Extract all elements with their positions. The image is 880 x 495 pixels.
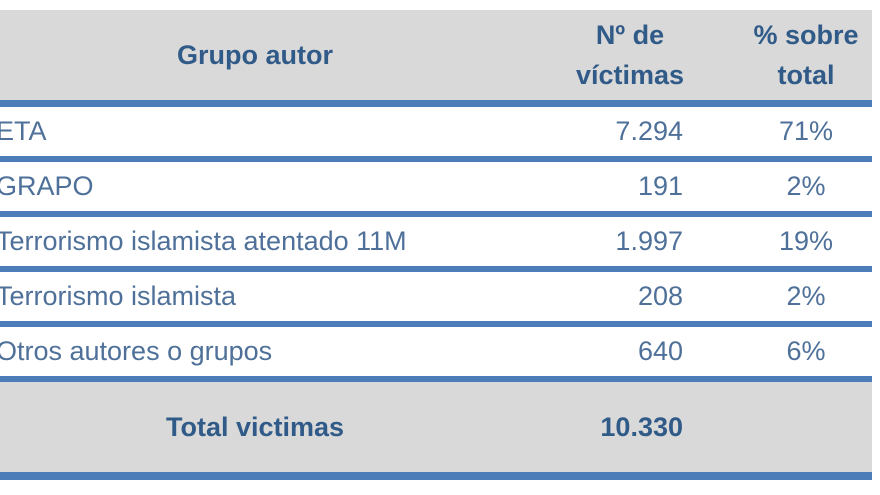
col-header-pct-line1: % sobre [753,20,859,50]
victims-cell: 7.294 [560,103,700,162]
total-pct-value [700,379,872,480]
total-label: Total victimas [0,379,560,480]
table-total-row: Total victimas 10.330 [0,379,872,480]
table-row: Otros autores o grupos 640 6% [0,324,872,382]
victims-cell: 640 [560,324,700,382]
table-row: Terrorismo islamista 208 2% [0,269,872,327]
table-row: GRAPO 191 2% [0,159,872,217]
col-header-num-victimas-line2: víctimas [575,60,685,90]
table-row: ETA 7.294 71% [0,103,872,162]
pct-cell: 6% [700,324,872,382]
table-header-row: Grupo autor Nº de víctimas % sobre total [0,10,872,107]
table-row: Terrorismo islamista atentado 11M 1.997 19… [0,214,872,272]
col-header-grupo-autor: Grupo autor [0,10,560,107]
victims-cell: 191 [560,159,700,217]
victims-cell: 208 [560,269,700,327]
group-cell: GRAPO [0,159,560,217]
total-victims-value: 10.330 [560,379,700,480]
col-header-pct-sobre-total: % sobre total [700,10,872,107]
group-cell: ETA [0,103,560,162]
group-cell: Otros autores o grupos [0,324,560,382]
group-cell: Terrorismo islamista [0,269,560,327]
pct-cell: 2% [700,269,872,327]
col-header-pct-line2: total [777,60,835,90]
victims-table: Grupo autor Nº de víctimas % sobre total… [0,10,872,480]
group-cell: Terrorismo islamista atentado 11M [0,214,560,272]
pct-cell: 2% [700,159,872,217]
pct-cell: 19% [700,214,872,272]
victims-cell: 1.997 [560,214,700,272]
col-header-num-victimas-line1: Nº de [595,20,665,50]
col-header-num-victimas: Nº de víctimas [560,10,700,107]
pct-cell: 71% [700,103,872,162]
